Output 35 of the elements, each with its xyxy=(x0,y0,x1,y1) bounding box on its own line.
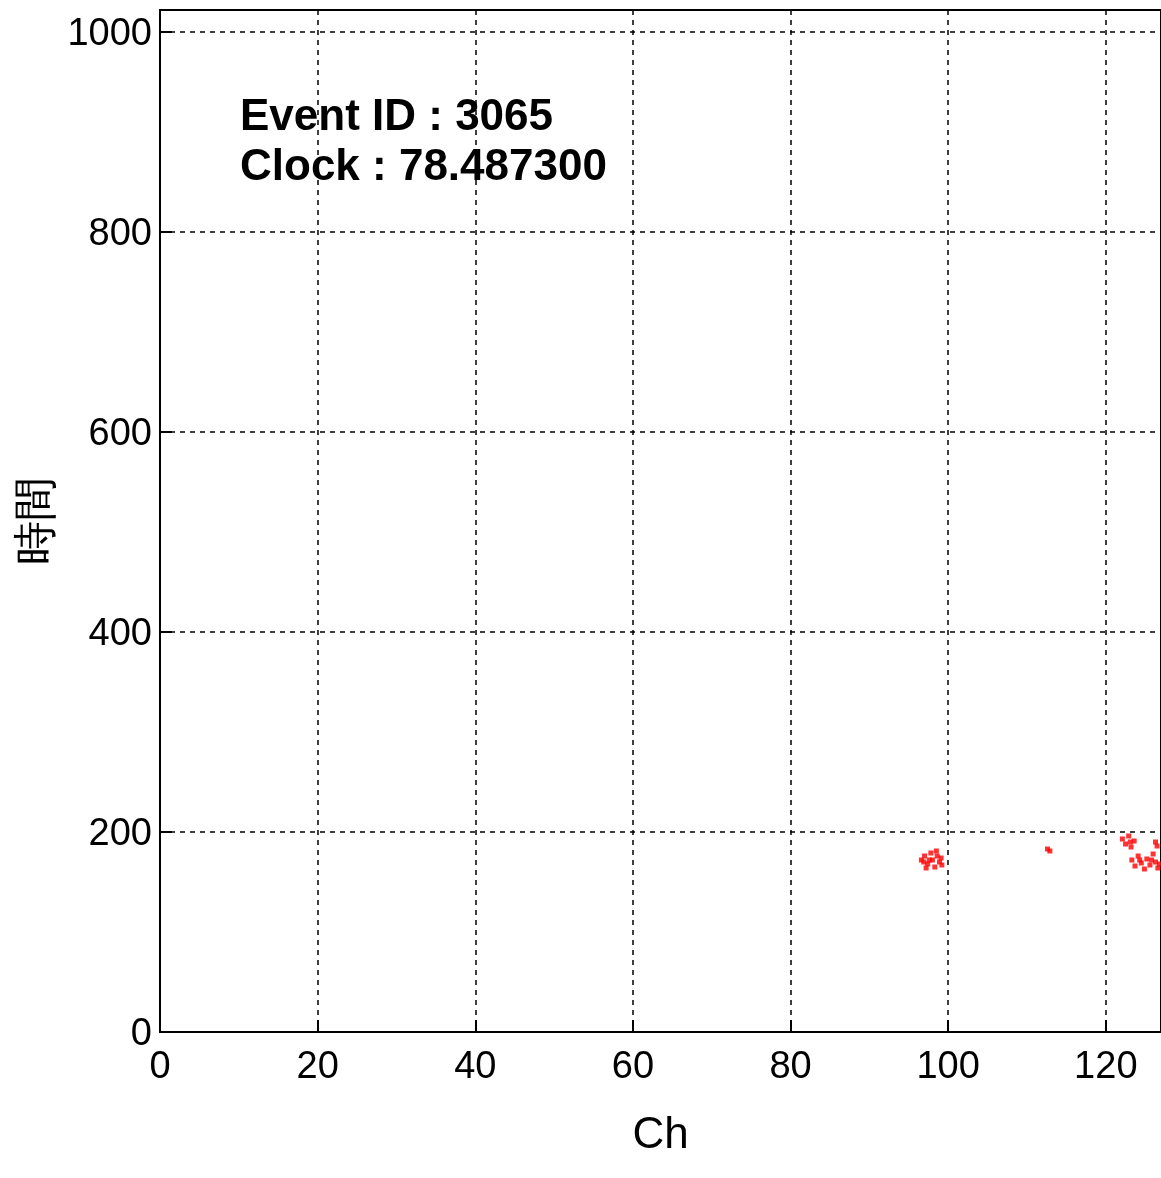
point xyxy=(1119,836,1125,842)
point xyxy=(1149,857,1155,863)
y-tick-label: 400 xyxy=(88,611,152,653)
point xyxy=(932,864,938,870)
y-axis-title: 時間 xyxy=(10,477,60,565)
y-tick-label: 200 xyxy=(88,811,152,853)
y-tick-label: 1000 xyxy=(67,11,152,53)
point xyxy=(938,855,944,861)
y-tick-label: 600 xyxy=(88,411,152,453)
point xyxy=(1128,844,1134,850)
point xyxy=(1132,863,1138,869)
y-tick-label: 800 xyxy=(88,211,152,253)
y-tick-label: 0 xyxy=(130,1011,152,1053)
x-tick-label: 100 xyxy=(916,1044,980,1086)
x-tick-label: 60 xyxy=(611,1044,655,1086)
point xyxy=(922,853,928,859)
point xyxy=(1144,856,1150,862)
annotation: Clock : 78.487300 xyxy=(240,139,607,189)
point xyxy=(1150,851,1156,857)
point xyxy=(1123,841,1129,847)
x-tick-label: 40 xyxy=(454,1044,497,1086)
x-axis-title: Ch xyxy=(632,1107,689,1157)
x-tick-label: 120 xyxy=(1074,1044,1138,1086)
point xyxy=(1129,857,1135,863)
point xyxy=(1154,843,1160,849)
x-tick-label: 20 xyxy=(296,1044,339,1086)
point xyxy=(1127,839,1133,845)
x-tick-label: 80 xyxy=(769,1044,812,1086)
annotation: Event ID : 3065 xyxy=(240,89,554,139)
point xyxy=(1141,866,1147,872)
point xyxy=(928,850,934,856)
point xyxy=(1126,833,1132,839)
point xyxy=(1147,862,1153,868)
point xyxy=(923,865,929,871)
point xyxy=(933,848,939,854)
